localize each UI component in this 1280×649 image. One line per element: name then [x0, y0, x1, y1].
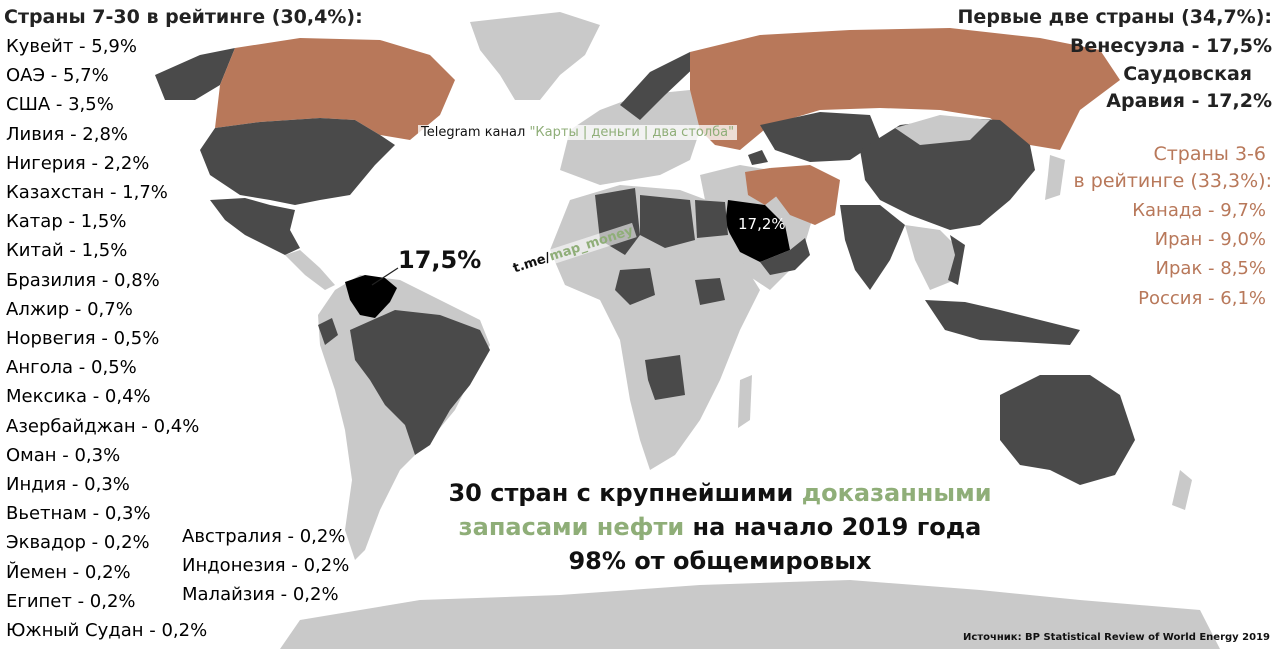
southeast-asia	[905, 225, 960, 290]
usa	[200, 118, 395, 205]
ranks-list: Канада - 9,7% Иран - 9,0% Ирак - 8,5% Росси…	[1132, 196, 1266, 313]
brazil	[350, 310, 490, 455]
left-list-item: Казахстан - 1,7%	[6, 182, 168, 204]
saudi-entry-line1: Саудовская	[1123, 63, 1252, 85]
left-list-item: Южный Судан - 0,2%	[6, 620, 208, 642]
left-list-item: Нигерия - 2,2%	[6, 152, 150, 174]
left-list-item: Йемен - 0,2%	[6, 561, 131, 583]
alaska	[155, 48, 235, 100]
kazakhstan	[760, 112, 880, 162]
top-two-header: Первые две страны (34,7%):	[957, 6, 1272, 28]
madagascar	[738, 375, 752, 428]
azerbaijan	[748, 150, 768, 165]
left-list-item: Эквадор - 0,2%	[6, 532, 150, 554]
central-america	[285, 250, 335, 290]
venezuela-value-label: 17,5%	[398, 246, 482, 274]
venezuela	[345, 275, 397, 318]
left-list-item: Индонезия - 0,2%	[182, 555, 350, 577]
left-list-item: Азербайджан - 0,4%	[6, 415, 200, 437]
telegram-prefix: Telegram канал	[421, 125, 530, 140]
rank-item: Россия - 6,1%	[1138, 287, 1266, 309]
mongolia	[895, 115, 990, 145]
source-note: Источник: BP Statistical Review of World…	[963, 632, 1270, 643]
left-list-item: Катар - 1,5%	[6, 211, 127, 233]
left-list-item: Оман - 0,3%	[6, 444, 121, 466]
angola	[645, 355, 685, 400]
vietnam	[948, 235, 965, 285]
rank-item: Ирак - 8,5%	[1155, 258, 1266, 280]
saudi-value-label: 17,2%	[738, 215, 786, 233]
antarctica	[280, 580, 1220, 649]
ranks-header-line1: Страны 3-6	[1153, 143, 1266, 165]
left-list-item: Бразилия - 0,8%	[6, 269, 160, 291]
mexico	[210, 198, 300, 255]
title-part3: запасами нефти	[458, 513, 685, 541]
south-sudan	[695, 278, 725, 305]
egypt	[695, 200, 728, 238]
left-list: Кувейт - 5,9% ОАЭ - 5,7% США - 3,5% Ливия -…	[6, 32, 207, 645]
rank-item: Канада - 9,7%	[1132, 200, 1266, 221]
title-line1: 30 стран с крупнейшими доказанными	[340, 476, 1100, 510]
rank-item: Иран - 9,0%	[1154, 229, 1266, 251]
india	[840, 205, 905, 290]
china	[860, 118, 1035, 230]
title-line2: запасами нефти на начало 2019 года	[340, 510, 1100, 544]
left-list-item: Малайзия - 0,2%	[182, 584, 339, 606]
title-part4: на начало 2019 года	[684, 513, 982, 541]
title-part2: доказанными	[801, 479, 992, 507]
left-list-item: Ливия - 2,8%	[6, 123, 129, 145]
left-list-item: Египет - 0,2%	[6, 590, 136, 612]
left-list-item: Австралия - 0,2%	[182, 526, 346, 547]
japan	[1045, 155, 1065, 200]
oman-yemen	[760, 238, 810, 275]
saudi-entry-line2: Аравия - 17,2%	[1106, 90, 1272, 112]
title-line3: 98% от общемировых	[568, 547, 872, 575]
ranks-header-line2: в рейтинге (33,3%):	[1073, 170, 1272, 192]
left-list-item: Индия - 0,3%	[6, 474, 130, 496]
left-list-item: Норвегия - 0,5%	[6, 328, 160, 350]
canada	[215, 38, 455, 140]
left-list-item: Ангола - 0,5%	[6, 357, 137, 379]
greenland	[470, 12, 600, 100]
indonesia-malaysia	[925, 300, 1080, 345]
left-list-item: США - 3,5%	[6, 94, 114, 116]
ecuador	[318, 318, 338, 345]
venezuela-pointer	[371, 267, 399, 286]
russia	[690, 28, 1120, 150]
australia	[1000, 375, 1135, 485]
left-list-item: Вьетнам - 0,3%	[6, 503, 151, 525]
nigeria	[615, 268, 655, 305]
africa	[550, 185, 760, 470]
title-part1: 30 стран с крупнейшими	[448, 479, 802, 507]
left-list-item: Китай - 1,5%	[6, 240, 128, 262]
saudi-arabia	[725, 200, 790, 262]
telegram-name: "Карты | деньги | два столба"	[529, 125, 735, 140]
venezuela-entry: Венесуэла - 17,5%	[1069, 35, 1272, 57]
telegram-watermark: Telegram канал "Карты | деньги | два сто…	[418, 125, 738, 140]
left-list-item: ОАЭ - 5,7%	[6, 65, 109, 87]
left-list-col2: Австралия - 0,2% Индонезия - 0,2% Малайзия…	[182, 522, 349, 610]
iraq	[745, 168, 778, 205]
norway	[620, 52, 700, 120]
iran	[770, 165, 840, 225]
left-list-item: Мексика - 0,4%	[6, 386, 151, 408]
new-zealand	[1172, 470, 1192, 510]
libya	[640, 195, 695, 248]
left-list-item: Алжир - 0,7%	[6, 298, 133, 320]
left-list-item: Кувейт - 5,9%	[6, 36, 137, 57]
left-panel-header: Страны 7-30 в рейтинге (30,4%):	[4, 6, 363, 28]
map-title: 30 стран с крупнейшими доказанными запас…	[340, 476, 1100, 578]
